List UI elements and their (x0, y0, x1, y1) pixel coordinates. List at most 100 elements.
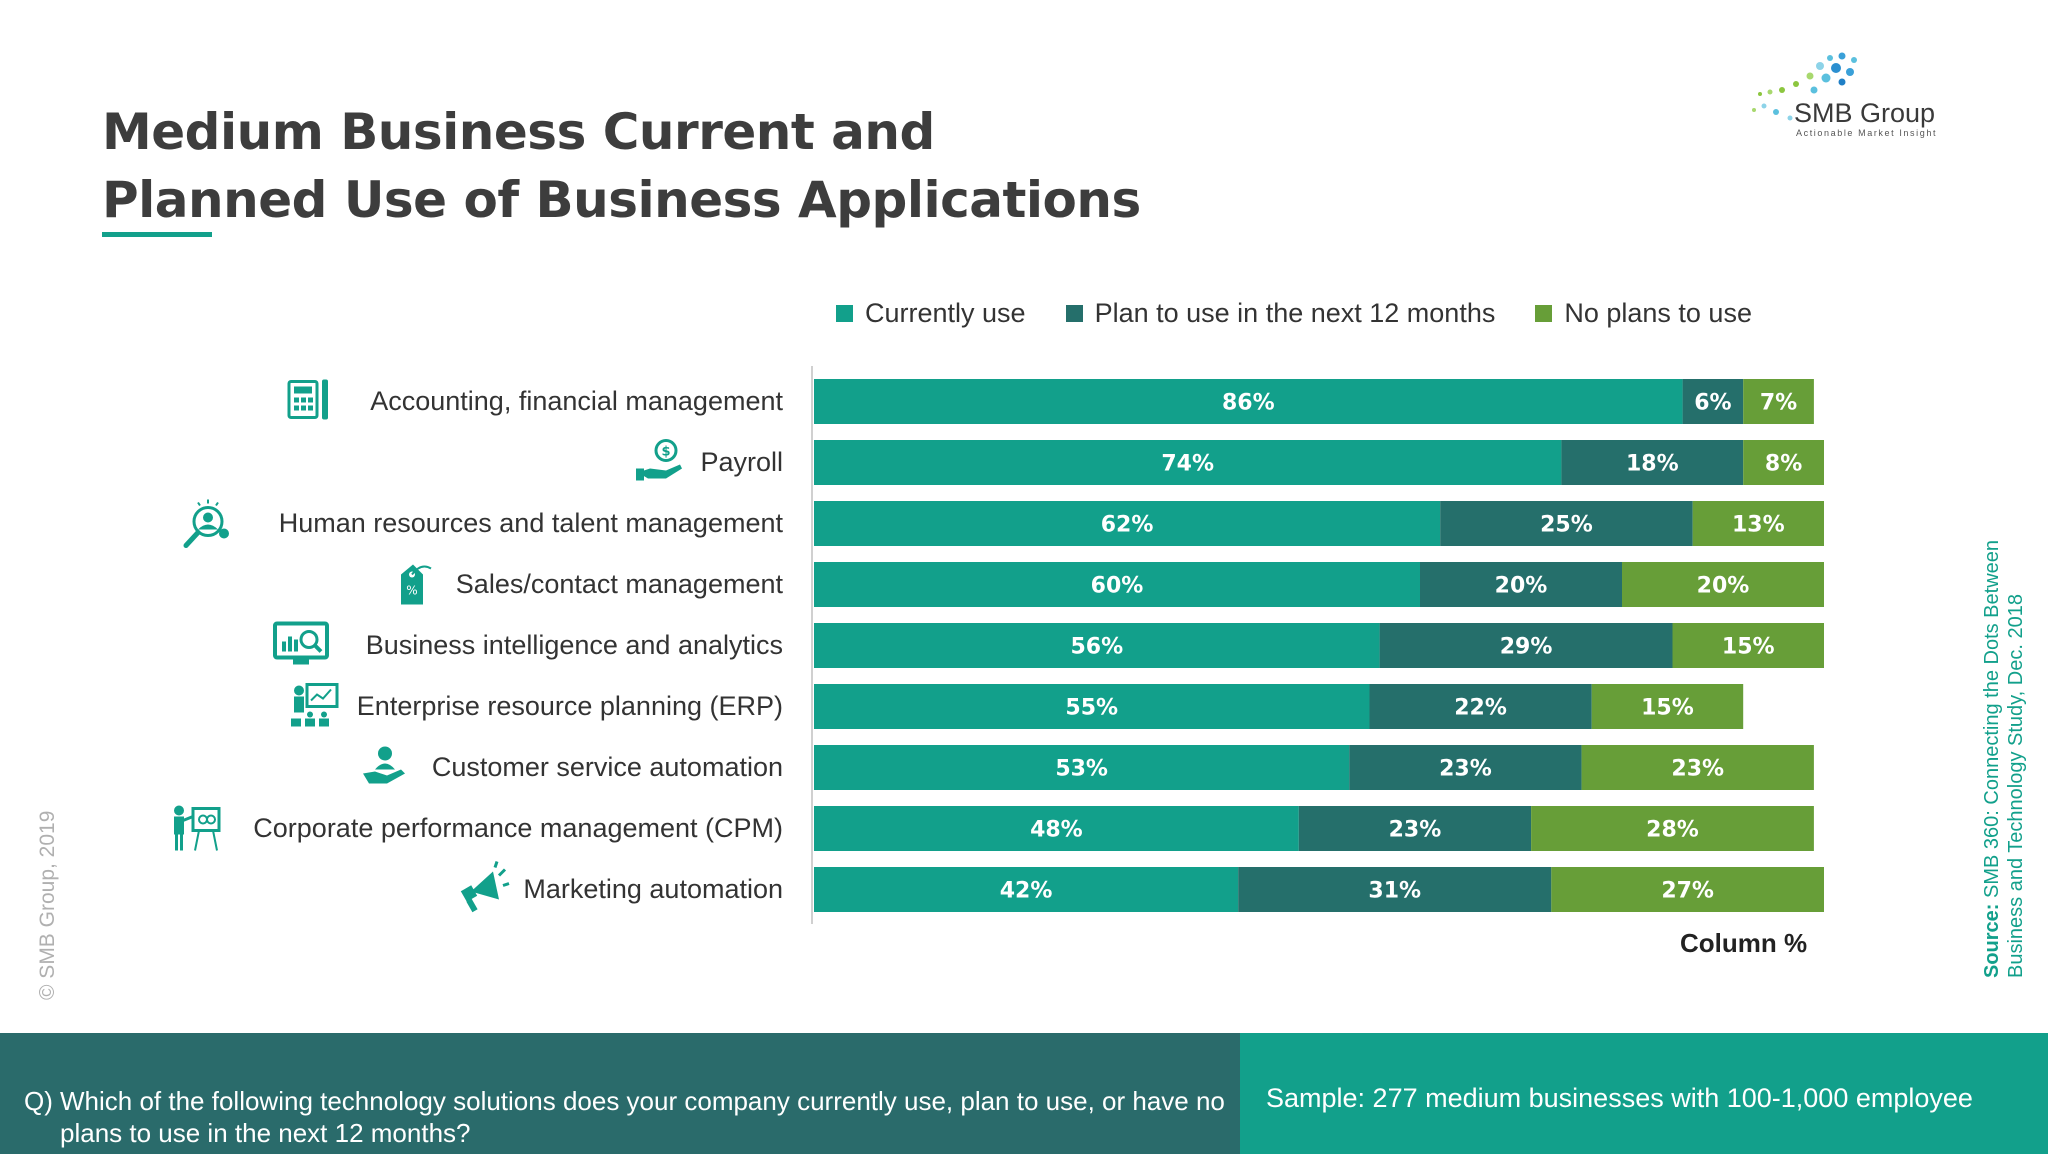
bar-plan-to-use (1349, 745, 1582, 790)
data-label-no-plans: 15% (1722, 635, 1775, 660)
bar-plan-to-use (1298, 806, 1532, 851)
category-label: Business intelligence and analytics (365, 629, 783, 660)
bar-no-plans (1743, 440, 1824, 485)
chart-title: Medium Business Current and Planned Use … (102, 98, 1141, 234)
legend-item-currently-use: Currently use (836, 298, 1026, 329)
data-label-currently-use: 60% (1091, 574, 1144, 599)
bar-plan-to-use (1369, 684, 1592, 729)
bar-plan-to-use (1682, 379, 1744, 424)
title-underline (102, 232, 212, 237)
chart-title-line-1: Medium Business Current and (102, 103, 935, 161)
data-label-plan-to-use: 18% (1626, 452, 1679, 477)
chart-title-line-2: Planned Use of Business Applications (102, 171, 1141, 229)
bar-plan-to-use (1379, 623, 1673, 668)
category-label: Sales/contact management (455, 568, 783, 599)
calculator-icon (287, 379, 328, 420)
data-label-plan-to-use: 6% (1694, 391, 1731, 416)
analytics-monitor-icon (273, 621, 329, 665)
bar-currently-use (814, 379, 1683, 424)
customer-service-icon (363, 746, 405, 784)
data-label-no-plans: 7% (1760, 391, 1797, 416)
footer: Q) Which of the following technology sol… (0, 1033, 2048, 1154)
bar-currently-use (814, 501, 1441, 546)
data-label-currently-use: 62% (1101, 513, 1154, 538)
source-line-2: Business and Technology Study, Dec. 2018 (2005, 594, 2027, 978)
data-label-currently-use: 56% (1070, 635, 1123, 660)
data-label-currently-use: 48% (1030, 818, 1083, 843)
bar-currently-use (814, 806, 1299, 851)
footer-sample: Sample: 277 medium businesses with 100-1… (1240, 1033, 2048, 1154)
data-label-currently-use: 74% (1161, 452, 1214, 477)
bar-no-plans (1672, 623, 1824, 668)
category-label: Human resources and talent management (278, 507, 783, 538)
bar-currently-use (814, 623, 1380, 668)
data-label-currently-use: 86% (1222, 391, 1275, 416)
category-label: Payroll (700, 446, 783, 477)
category-label: Customer service automation (431, 751, 783, 782)
bar-no-plans (1622, 562, 1824, 607)
source-note: Source: SMB 360: Connecting the Dots Bet… (1980, 540, 2028, 978)
data-label-no-plans: 13% (1732, 513, 1785, 538)
bar-plan-to-use (1440, 501, 1693, 546)
data-label-no-plans: 23% (1671, 757, 1724, 782)
data-label-currently-use: 42% (1000, 879, 1053, 904)
data-label-plan-to-use: 31% (1368, 879, 1421, 904)
data-label-no-plans: 20% (1697, 574, 1750, 599)
bar-no-plans (1551, 867, 1824, 912)
smb-group-logo-icon (1752, 52, 1857, 121)
copyright-text: © SMB Group, 2019 (36, 810, 59, 1000)
presenter-board-icon (174, 805, 221, 851)
data-label-plan-to-use: 22% (1454, 696, 1507, 721)
legend-label-currently-use: Currently use (865, 298, 1026, 328)
logo-name: SMB Group (1794, 98, 1936, 128)
legend-item-no-plans: No plans to use (1535, 298, 1752, 329)
category-label: Accounting, financial management (370, 385, 783, 416)
data-label-no-plans: 27% (1661, 879, 1714, 904)
data-label-plan-to-use: 20% (1495, 574, 1548, 599)
bar-no-plans (1581, 745, 1814, 790)
source-label: Source: (1981, 903, 2003, 978)
legend-label-plan-to-use: Plan to use in the next 12 months (1094, 298, 1496, 328)
category-label: Marketing automation (523, 873, 783, 904)
erp-presentation-icon (291, 683, 339, 727)
bar-currently-use (814, 562, 1420, 607)
legend-label-no-plans: No plans to use (1564, 298, 1752, 328)
data-label-no-plans: 28% (1646, 818, 1699, 843)
megaphone-icon (460, 861, 510, 913)
chart-legend: Currently use Plan to use in the next 12… (836, 298, 1752, 329)
legend-item-plan-to-use: Plan to use in the next 12 months (1065, 298, 1496, 329)
legend-swatch-currently-use (836, 305, 853, 322)
data-label-plan-to-use: 23% (1439, 757, 1492, 782)
bar-no-plans (1743, 379, 1814, 424)
payroll-hand-icon: $ (636, 439, 682, 481)
category-label: Enterprise resource planning (ERP) (356, 690, 783, 721)
data-label-no-plans: 15% (1641, 696, 1694, 721)
data-label-no-plans: 8% (1765, 452, 1802, 477)
data-label-plan-to-use: 29% (1500, 635, 1553, 660)
bar-currently-use (814, 440, 1562, 485)
data-label-plan-to-use: 23% (1389, 818, 1442, 843)
price-tag-icon: % (401, 564, 432, 605)
category-label: Corporate performance management (CPM) (253, 812, 783, 843)
bar-no-plans (1531, 806, 1814, 851)
axis-label: Column % (1680, 928, 1808, 958)
data-label-currently-use: 53% (1055, 757, 1108, 782)
logo-tagline: Actionable Market Insight (1796, 128, 1938, 138)
legend-swatch-plan-to-use (1065, 305, 1083, 322)
footer-question: Q) Which of the following technology sol… (0, 1033, 1240, 1154)
bar-plan-to-use (1238, 867, 1552, 912)
legend-swatch-no-plans (1535, 305, 1553, 322)
bar-currently-use (814, 745, 1350, 790)
bar-no-plans (1692, 501, 1824, 546)
hr-search-icon (183, 499, 229, 548)
bar-plan-to-use (1561, 440, 1744, 485)
data-label-currently-use: 55% (1065, 696, 1118, 721)
question-prefix: Q) (24, 1086, 53, 1116)
bar-currently-use (814, 867, 1239, 912)
bar-currently-use (814, 684, 1370, 729)
data-label-plan-to-use: 25% (1540, 513, 1593, 538)
bar-plan-to-use (1420, 562, 1622, 607)
source-line-1: SMB 360: Connecting the Dots Between (1981, 539, 2003, 904)
svg-text:%: % (406, 584, 417, 598)
